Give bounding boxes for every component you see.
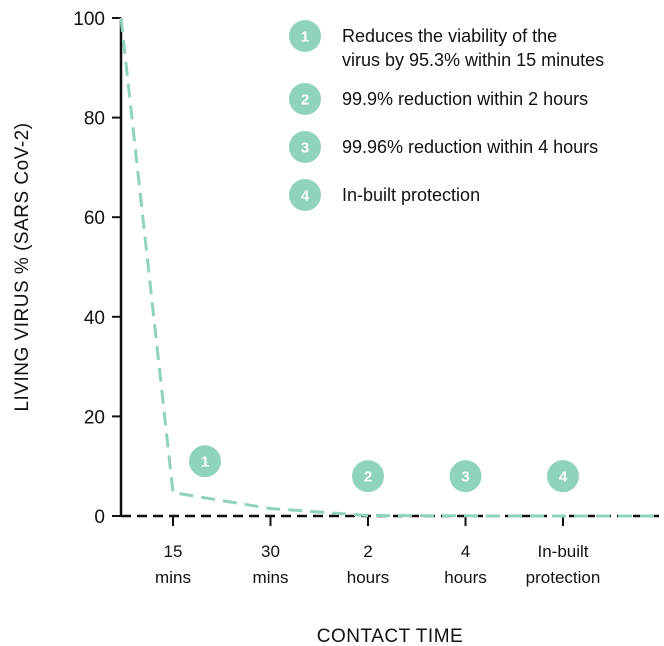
y-tick-label: 0 bbox=[94, 507, 105, 528]
step-marker-circle bbox=[449, 460, 482, 493]
step-marker-number: 3 bbox=[461, 469, 469, 486]
step-marker-number: 1 bbox=[201, 454, 209, 471]
legend-badge bbox=[289, 20, 321, 52]
x-tick-label: 2 bbox=[363, 542, 372, 561]
legend-label: Reduces the viability of the bbox=[342, 26, 557, 46]
legend-item: 2 99.9% reduction within 2 hours bbox=[289, 83, 588, 115]
series-layer bbox=[119, 17, 661, 518]
x-tick-label: protection bbox=[526, 568, 601, 587]
x-tick-label: mins bbox=[253, 568, 289, 587]
step-marker-circle bbox=[189, 445, 221, 478]
y-tick-label: 20 bbox=[84, 407, 105, 428]
x-tick-label: 15 bbox=[164, 542, 183, 561]
legend-label: In-built protection bbox=[342, 185, 480, 205]
axes bbox=[119, 18, 660, 518]
legend-badge-number: 4 bbox=[301, 188, 310, 205]
y-tick-label: 40 bbox=[84, 308, 105, 329]
legend-badge-number: 2 bbox=[301, 92, 309, 109]
legend-badge-number: 1 bbox=[301, 29, 309, 46]
step-marker: 3 bbox=[449, 460, 482, 493]
step-marker-number: 4 bbox=[559, 469, 568, 486]
x-tick-label: 30 bbox=[261, 542, 280, 561]
step-marker-number: 2 bbox=[364, 469, 372, 486]
x-tick-label: 4 bbox=[461, 542, 470, 561]
legend-item: 3 99.96% reduction within 4 hours bbox=[289, 131, 598, 163]
legend-badge bbox=[289, 131, 321, 163]
x-tick-label: In-built bbox=[537, 542, 588, 561]
step-marker: 2 bbox=[352, 460, 384, 493]
legend-badge-number: 3 bbox=[301, 140, 309, 157]
step-marker-circle bbox=[352, 460, 384, 493]
legend-label: 99.96% reduction within 4 hours bbox=[342, 137, 598, 157]
legend: 1 Reduces the viability of the virus by 95… bbox=[289, 20, 604, 211]
legend-item: 1 Reduces the viability of the virus by 95… bbox=[289, 20, 604, 70]
legend-badge bbox=[289, 83, 321, 115]
step-marker: 4 bbox=[547, 460, 579, 493]
x-axis-ticks: 15 mins 30 mins 2 hours 4 hours In-built protecti… bbox=[155, 516, 600, 587]
y-tick-label: 60 bbox=[84, 208, 105, 229]
legend-label: 99.9% reduction within 2 hours bbox=[342, 89, 588, 109]
y-axis-title: LIVING VIRUS % (SARS CoV-2) bbox=[12, 122, 33, 411]
step-marker: 1 bbox=[189, 445, 221, 478]
x-tick-label: mins bbox=[155, 568, 191, 587]
x-tick-label: hours bbox=[444, 568, 487, 587]
y-axis-ticks: 0 20 40 60 80 100 bbox=[73, 9, 121, 528]
legend-label: virus by 95.3% within 15 minutes bbox=[342, 50, 604, 70]
step-marker-circle bbox=[547, 460, 579, 493]
x-tick-label: hours bbox=[347, 568, 390, 587]
legend-badge bbox=[289, 179, 321, 211]
y-tick-label: 100 bbox=[73, 9, 105, 30]
legend-item: 4 In-built protection bbox=[289, 179, 480, 211]
marker-layer: 1 2 3 4 bbox=[189, 445, 579, 493]
x-axis-title: CONTACT TIME bbox=[317, 626, 463, 646]
y-tick-label: 80 bbox=[84, 109, 105, 130]
